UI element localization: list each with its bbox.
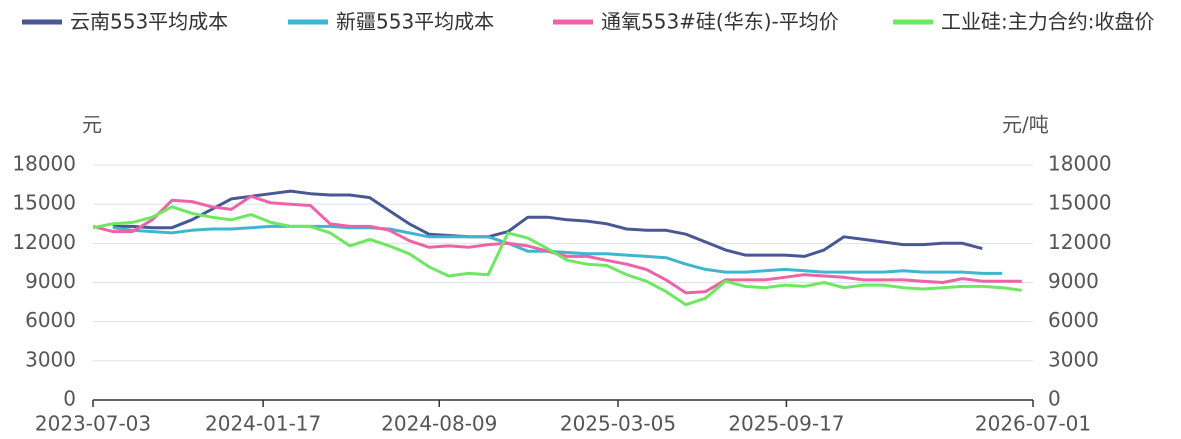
x-tick-label: 2023-07-03 [35, 412, 151, 436]
y2-tick-label: 9000 [1048, 269, 1099, 293]
series-line [112, 189, 983, 258]
y2-tick-label: 18000 [1048, 152, 1112, 176]
y2-axis-label: 元/吨 [1002, 113, 1049, 137]
x-tick-label: 2025-09-17 [728, 412, 844, 436]
x-tick-label: 2026-07-01 [975, 412, 1091, 436]
x-tick-label: 2024-08-09 [381, 412, 497, 436]
y-tick-label: 18000 [12, 152, 76, 176]
y2-tick-label: 15000 [1048, 191, 1112, 215]
x-tick-label: 2024-01-17 [205, 412, 321, 436]
series-line [92, 205, 1022, 307]
legend-label: 云南553平均成本 [70, 10, 228, 34]
x-tick-label: 2025-03-05 [560, 412, 676, 436]
y2-tick-label: 12000 [1048, 230, 1112, 254]
series-line [112, 224, 1003, 275]
y-tick-label: 6000 [25, 308, 76, 332]
y-axis-label: 元 [82, 113, 102, 137]
series-line [92, 194, 1022, 295]
legend-label: 通氧553#硅(华东)-平均价 [601, 10, 839, 34]
y2-tick-label: 6000 [1048, 308, 1099, 332]
y-tick-label: 3000 [25, 347, 76, 371]
y-tick-label: 9000 [25, 269, 76, 293]
y2-tick-label: 3000 [1048, 347, 1099, 371]
y-tick-label: 0 [63, 387, 76, 411]
legend-label: 新疆553平均成本 [336, 10, 494, 34]
y-tick-label: 12000 [12, 230, 76, 254]
y2-tick-label: 0 [1048, 387, 1061, 411]
legend-label: 工业硅:主力合约:收盘价 [941, 10, 1154, 34]
y-tick-label: 15000 [12, 191, 76, 215]
